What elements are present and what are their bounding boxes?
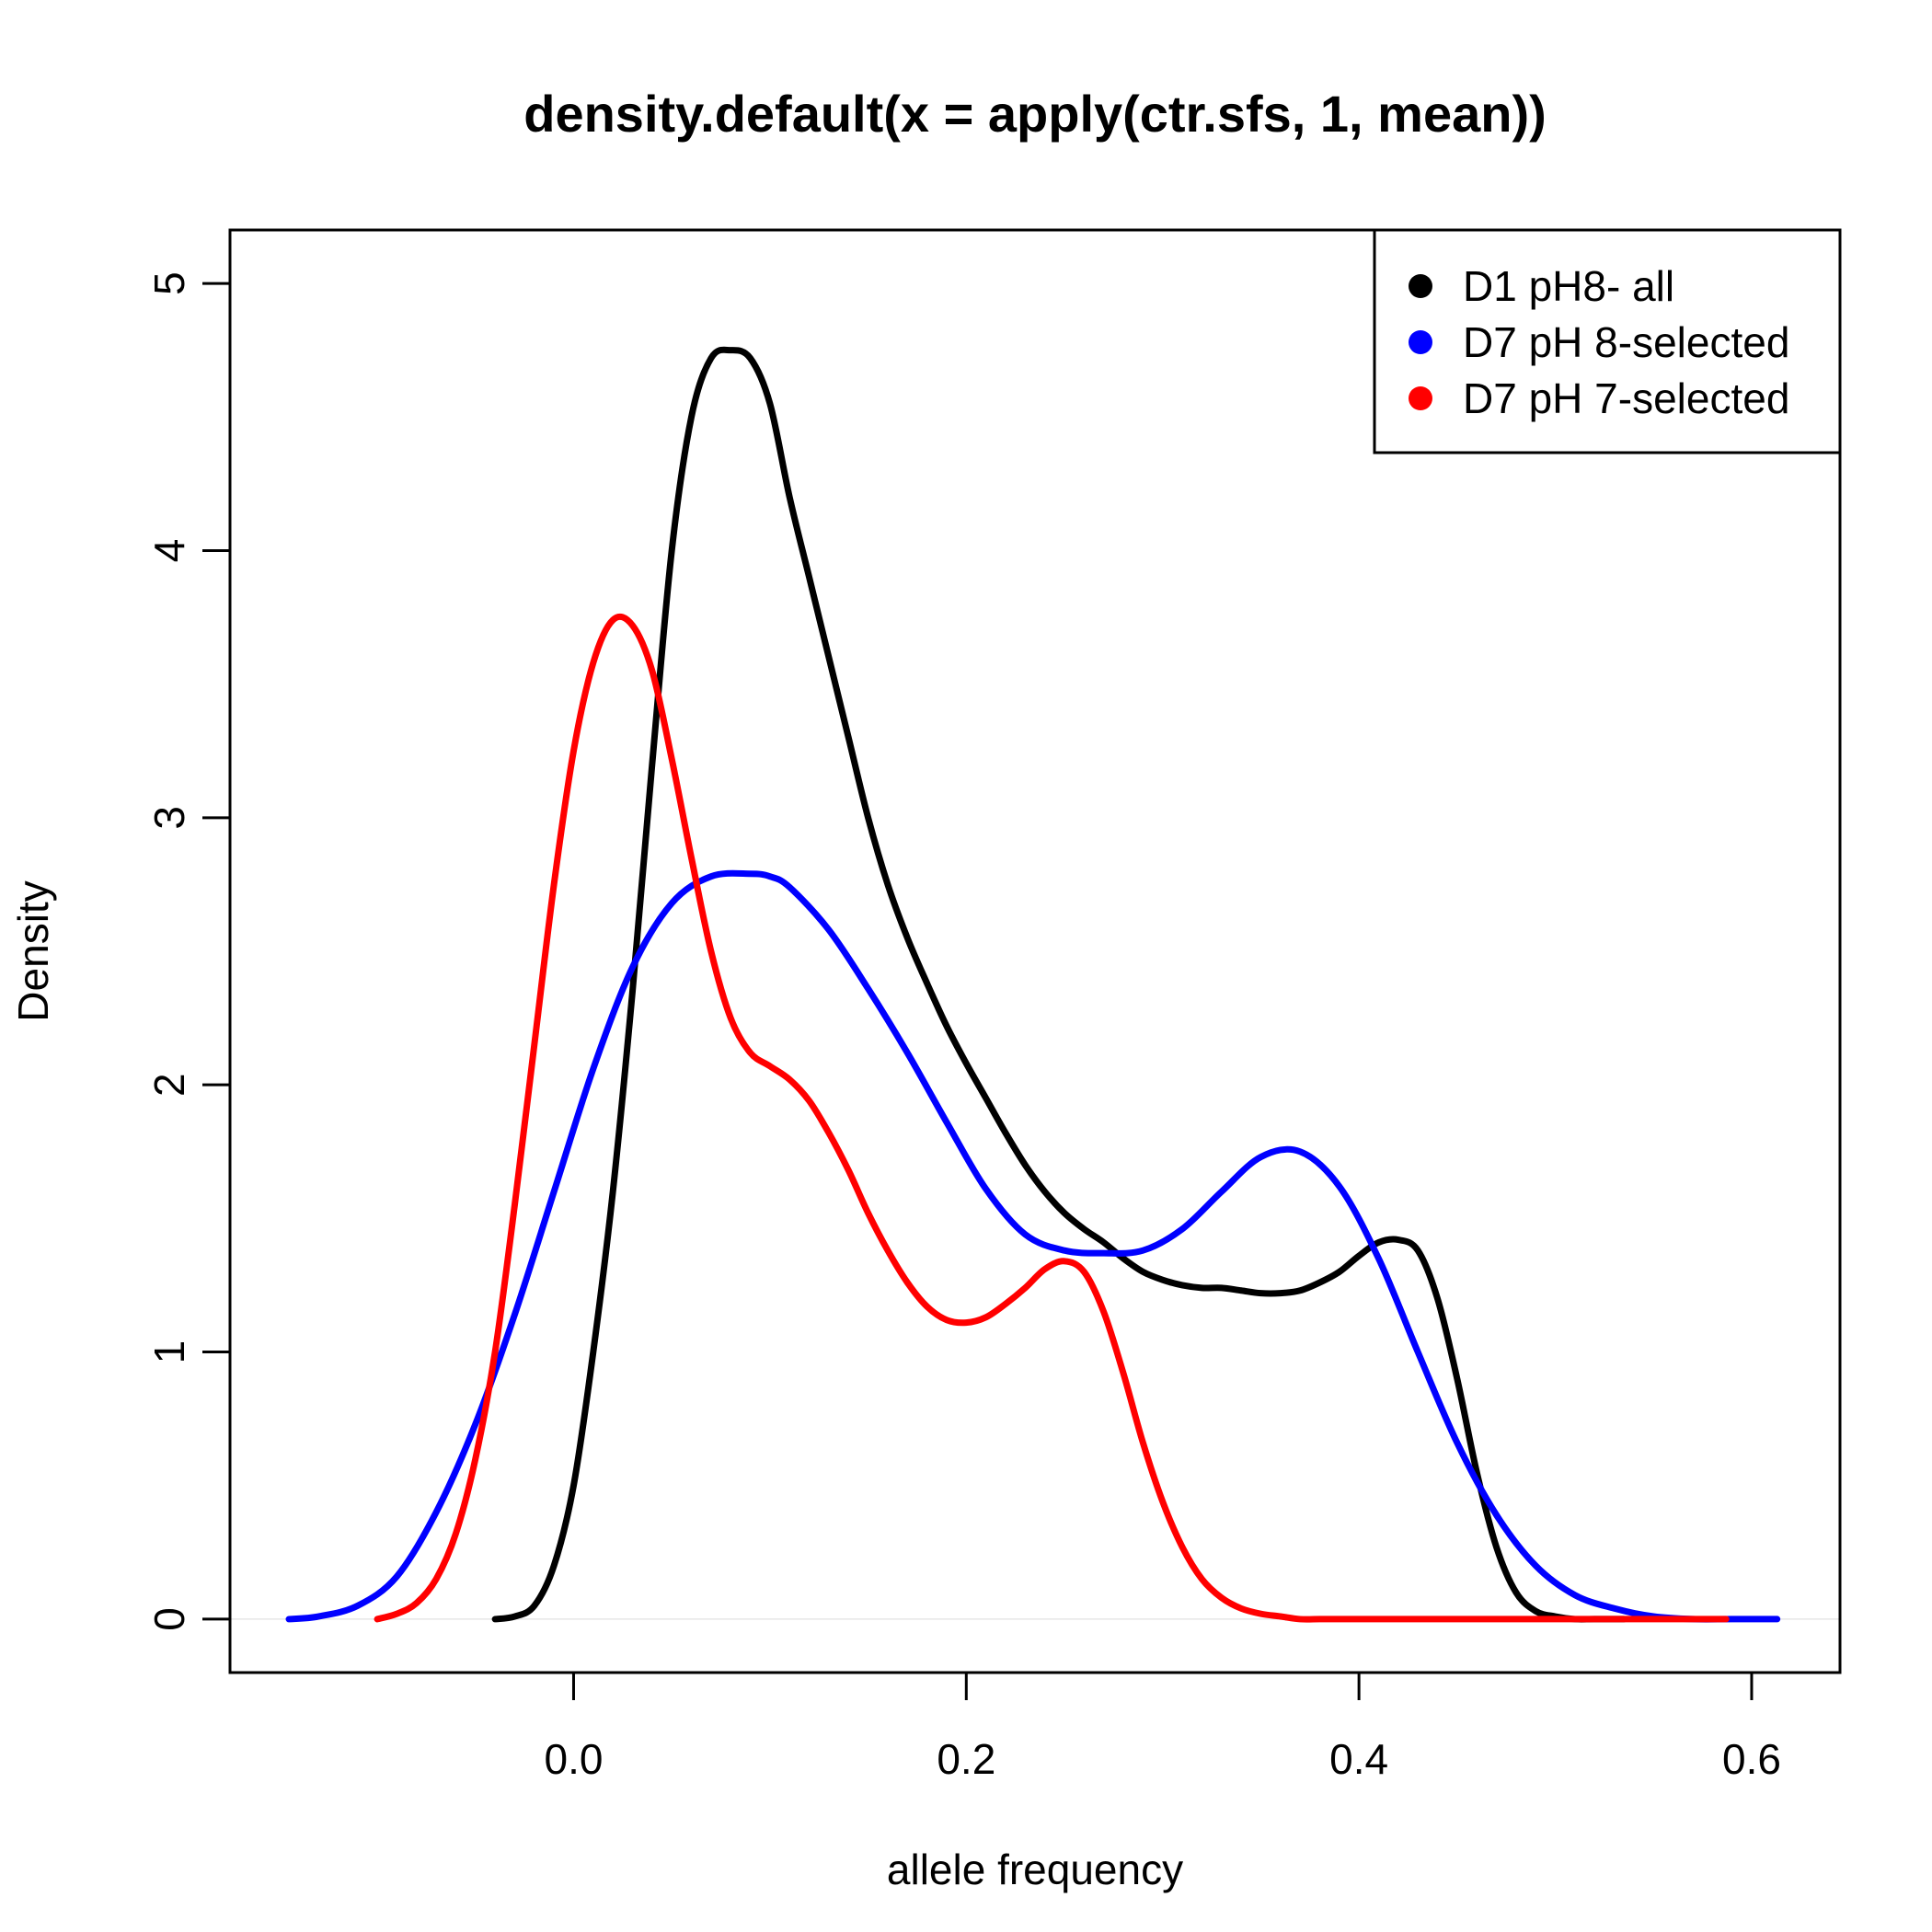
legend-marker — [1409, 386, 1432, 410]
x-tick-label: 0.6 — [1722, 1735, 1781, 1783]
series-line-d7-ph-8-selected — [285, 869, 1781, 1623]
legend: D1 pH8- all D7 pH 8-selected D7 pH 7-selec… — [1373, 228, 1842, 454]
x-tick-label: 0.0 — [544, 1735, 603, 1783]
y-tick-label: 0 — [145, 1607, 193, 1631]
y-tick-label: 3 — [145, 806, 193, 830]
x-tick-label: 0.4 — [1329, 1735, 1388, 1783]
y-axis-label: Density — [9, 880, 57, 1021]
legend-marker — [1409, 274, 1432, 298]
y-tick-label: 5 — [145, 271, 193, 295]
y-tick-label: 1 — [145, 1340, 193, 1364]
series-line-d1-ph8-all — [491, 346, 1627, 1623]
x-axis: 0.0 0.2 0.4 0.6 — [544, 1671, 1781, 1783]
plot-area — [230, 346, 1840, 1623]
series-line-d7-ph-7-selected — [374, 613, 1730, 1623]
y-axis: 0 1 2 3 4 5 — [145, 271, 232, 1631]
y-tick-label: 2 — [145, 1073, 193, 1097]
legend-label: D1 pH8- all — [1463, 262, 1674, 310]
x-axis-label: allele frequency — [887, 1846, 1183, 1893]
chart-title: density.default(x = apply(ctr.sfs, 1, me… — [523, 85, 1547, 143]
x-tick-label: 0.2 — [937, 1735, 995, 1783]
y-tick-label: 4 — [145, 539, 193, 563]
legend-marker — [1409, 330, 1432, 354]
legend-box — [1373, 228, 1842, 454]
legend-label: D7 pH 7-selected — [1463, 374, 1789, 422]
legend-label: D7 pH 8-selected — [1463, 318, 1789, 366]
